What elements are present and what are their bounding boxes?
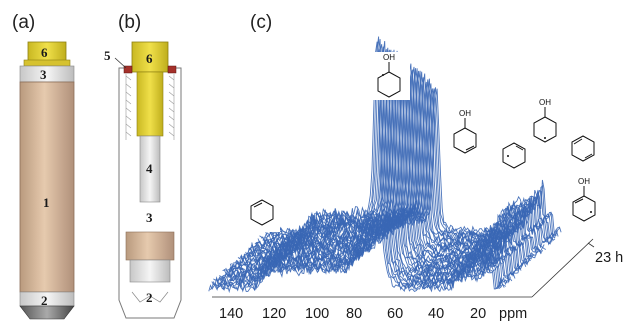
x-axis-unit: ppm — [499, 306, 527, 322]
leader-line-5 — [114, 57, 127, 69]
spectrum-trace — [208, 41, 502, 294]
molecule-cyclohexene-radical — [498, 140, 530, 174]
tick-40: 40 — [428, 306, 444, 322]
rotor-b-threads — [125, 74, 175, 140]
molecule-cyclohexadiene — [565, 132, 601, 170]
tick-20: 20 — [470, 306, 486, 322]
rotor-a-body — [19, 81, 75, 293]
panel-b: (b) — [104, 12, 182, 319]
rotor-b-insert — [139, 135, 161, 203]
time-label: 23 h — [595, 250, 623, 266]
molecule-cyclohexenol-3: OH — [527, 93, 563, 145]
part-label-4: 4 — [146, 161, 153, 176]
rotor-b: 5 6 4 3 2 — [104, 41, 182, 319]
molecule-cyclohexenol-top: OH — [370, 52, 410, 100]
panel-b-label: (b) — [118, 12, 141, 33]
oh-label-3: OH — [539, 98, 551, 107]
panel-a: (a) 6 3 1 2 — [12, 12, 75, 320]
oh-label-2: OH — [459, 109, 471, 118]
part-label-1a: 1 — [43, 195, 50, 210]
tick-120: 120 — [262, 306, 286, 322]
spectrum-trace — [216, 40, 510, 287]
molecule-cyclohexene — [244, 196, 280, 232]
oh-label-4: OH — [578, 177, 590, 186]
spectrum-trace — [223, 51, 517, 279]
panel-a-label: (a) — [12, 12, 35, 33]
molecule-cyclohexenol-2: OH — [447, 104, 483, 156]
molecule-cyclohexenol-4: OH — [566, 172, 604, 224]
rotor-a-cap-ring — [23, 59, 71, 67]
part-label-6b: 6 — [146, 51, 153, 66]
part-label-3a: 3 — [40, 67, 47, 82]
spectrum-trace — [231, 56, 525, 272]
rotor-b-plug-stem — [136, 71, 164, 137]
rotor-b-lower-sleeve — [125, 231, 175, 261]
rotor-a-band — [19, 65, 75, 83]
rotor-b-oring-right — [167, 65, 177, 74]
time-axis-tick — [587, 242, 595, 248]
rotor-a: 6 3 1 2 — [19, 41, 75, 320]
part-label-2a: 2 — [41, 293, 48, 308]
rotor-b-tip — [131, 291, 169, 303]
part-label-2b: 2 — [146, 290, 153, 305]
rotor-a-tip — [19, 305, 75, 320]
tick-140: 140 — [219, 306, 243, 322]
spectrum-trace — [214, 46, 508, 288]
part-label-6a: 6 — [41, 45, 48, 60]
tick-100: 100 — [305, 306, 329, 322]
panel-c-label: (c) — [250, 12, 272, 33]
rotor-b-bottom-insert — [129, 259, 171, 283]
spectrum-trace — [248, 68, 542, 256]
spectrum-trace — [211, 39, 505, 290]
oh-label-1: OH — [383, 53, 395, 62]
tick-80: 80 — [346, 306, 362, 322]
time-axis-line — [531, 238, 594, 298]
panel-c: (c) 140 120 100 80 60 40 20 ppm 23 h OH — [208, 12, 623, 322]
tick-60: 60 — [387, 306, 403, 322]
rotor-b-oring-left — [123, 65, 133, 74]
part-label-5: 5 — [104, 48, 111, 63]
spectra-stack — [208, 36, 562, 294]
part-label-3b: 3 — [146, 210, 153, 225]
